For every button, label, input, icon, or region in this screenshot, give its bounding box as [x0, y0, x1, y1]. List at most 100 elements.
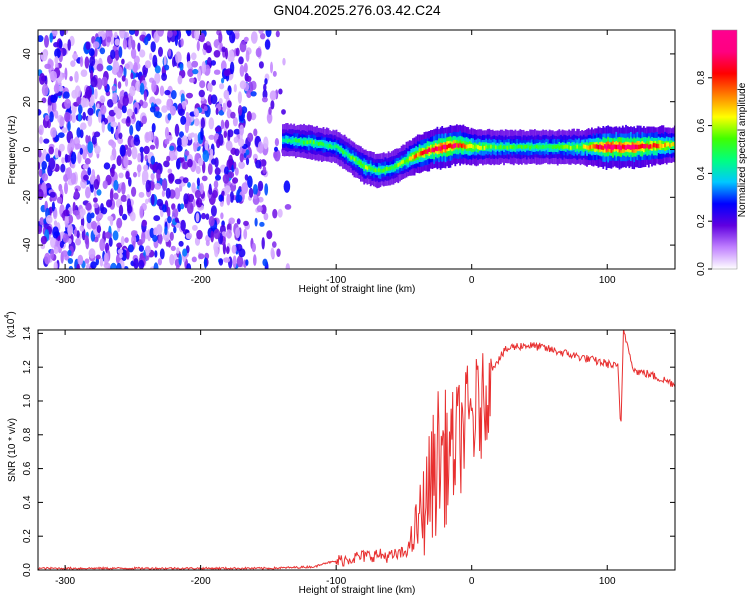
- noise-cell: [262, 258, 268, 267]
- ridge-cell: [439, 146, 442, 151]
- ridge-cell: [586, 145, 588, 150]
- noise-cell: [145, 250, 150, 256]
- ridge-cell: [465, 144, 468, 149]
- ridge-cell: [426, 149, 429, 154]
- noise-cell: [112, 60, 120, 73]
- ridge-cell: [416, 152, 419, 157]
- ridge-cell: [519, 144, 522, 149]
- noise-cell: [156, 224, 163, 236]
- snr-x-tick-label: -300: [55, 576, 75, 587]
- ridge-cell: [482, 144, 484, 149]
- noise-cell: [187, 158, 193, 168]
- noise-cell: [38, 149, 42, 158]
- noise-cell: [64, 153, 69, 163]
- noise-cell: [218, 32, 223, 44]
- ridge-cell: [569, 145, 572, 150]
- noise-cell: [140, 151, 144, 163]
- noise-cell: [93, 202, 99, 209]
- ridge-cell: [491, 144, 494, 149]
- ridge-cell: [444, 144, 447, 150]
- snr-y-tick-label: 1.2: [22, 360, 33, 374]
- noise-cell: [122, 38, 128, 50]
- ridge-cell: [669, 143, 671, 148]
- snr-line: [38, 330, 675, 570]
- ridge-cell: [290, 139, 292, 144]
- noise-cell: [223, 130, 228, 138]
- noise-cell: [178, 108, 185, 117]
- ridge-cell: [638, 144, 640, 150]
- colorbar-gradient: [712, 30, 737, 269]
- noise-cell: [225, 140, 233, 151]
- ridge-cell: [508, 145, 510, 150]
- noise-cell: [170, 90, 177, 100]
- ridge-cell: [451, 144, 453, 149]
- noise-cell: [229, 31, 236, 44]
- noise-cell: [203, 257, 208, 269]
- noise-cell: [131, 146, 138, 160]
- noise-cell: [174, 178, 182, 185]
- noise-cell: [264, 183, 269, 196]
- noise-cell: [115, 108, 122, 120]
- noise-cell: [239, 153, 244, 163]
- noise-cell: [118, 46, 123, 58]
- noise-cell: [63, 209, 70, 217]
- ridge-cell: [306, 140, 309, 145]
- colorbar-tick-label: 0.6: [696, 118, 707, 132]
- noise-cell: [53, 83, 60, 94]
- colorbar-tick-label: 0.4: [696, 166, 707, 180]
- noise-cell: [145, 179, 152, 193]
- noise-cell: [251, 242, 256, 253]
- noise-cell: [231, 244, 237, 254]
- noise-cell: [196, 177, 200, 187]
- noise-cell: [128, 177, 132, 187]
- ridge-cell: [620, 145, 622, 151]
- noise-cell: [53, 246, 59, 254]
- noise-cell: [79, 225, 85, 232]
- ridge-cell: [540, 145, 543, 150]
- noise-cell: [53, 42, 60, 48]
- noise-cell: [149, 144, 156, 150]
- ridge-cell: [282, 138, 284, 142]
- noise-cell: [163, 160, 170, 168]
- noise-cell: [200, 127, 204, 141]
- noise-cell: [90, 76, 98, 88]
- ridge-cell: [285, 138, 287, 142]
- noise-cell: [253, 254, 257, 266]
- noise-cell: [233, 128, 241, 135]
- noise-cell: [154, 65, 161, 74]
- noise-cell: [121, 105, 127, 114]
- ridge-cell: [348, 154, 351, 159]
- ridge-cell: [447, 143, 450, 149]
- noise-cell: [50, 248, 55, 260]
- ridge-cell: [410, 156, 413, 161]
- noise-cell: [110, 125, 114, 135]
- noise-cell: [186, 202, 194, 214]
- noise-cell: [59, 30, 65, 37]
- noise-cell: [177, 75, 183, 85]
- noise-cell: [107, 99, 114, 108]
- noise-cell: [179, 131, 184, 138]
- noise-cell: [74, 136, 80, 145]
- noise-cell: [89, 56, 96, 67]
- noise-cell: [84, 258, 90, 264]
- ridge-cell: [342, 150, 344, 155]
- noise-cell: [75, 143, 82, 150]
- ridge-cell: [308, 140, 310, 144]
- noise-cell: [259, 221, 265, 227]
- noise-cell: [48, 146, 54, 155]
- noise-cell: [59, 240, 64, 249]
- noise-cell: [78, 104, 83, 114]
- noise-cell: [136, 164, 142, 173]
- noise-cell: [49, 32, 53, 43]
- noise-cell: [128, 37, 132, 50]
- noise-cell: [178, 253, 182, 266]
- scale-prefix: (x10: [6, 318, 17, 338]
- ridge-cell: [516, 145, 518, 149]
- noise-cell: [149, 52, 153, 61]
- noise-cell: [89, 94, 95, 107]
- noise-cell: [112, 92, 118, 105]
- noise-cell: [114, 38, 120, 46]
- noise-cell: [191, 60, 199, 68]
- snr-x-tick-label: 0: [469, 576, 475, 587]
- ridge-cell: [504, 145, 507, 149]
